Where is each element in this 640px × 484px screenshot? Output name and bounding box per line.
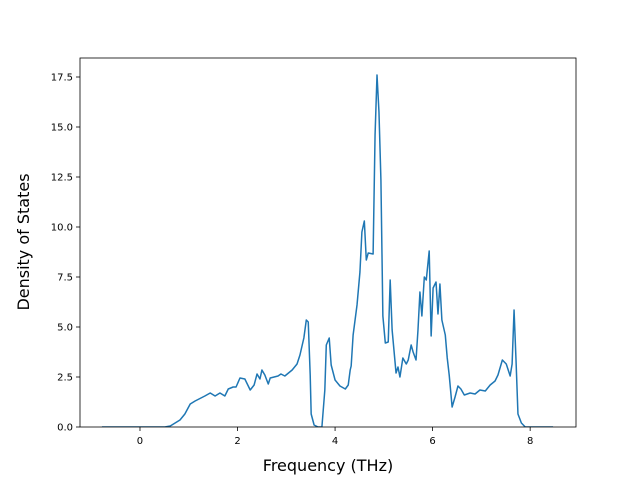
y-tick-label: 0.0 — [57, 423, 73, 434]
y-tick-label: 2.5 — [57, 373, 73, 384]
y-tick-label: 10.0 — [51, 223, 73, 234]
y-tick-label: 7.5 — [57, 273, 73, 284]
x-tick-label: 6 — [429, 436, 435, 447]
y-tick-label: 15.0 — [51, 123, 73, 134]
y-tick-label: 5.0 — [57, 323, 73, 334]
x-axis-label: Frequency (THz) — [263, 456, 393, 475]
dos-line — [101, 74, 554, 427]
x-tick-label: 0 — [137, 436, 143, 447]
y-tick-label: 12.5 — [51, 173, 73, 184]
plot-frame — [79, 57, 577, 428]
x-tick-label: 8 — [527, 436, 533, 447]
x-tick-label: 2 — [234, 436, 240, 447]
y-axis-label: Density of States — [14, 173, 33, 310]
x-tick-label: 4 — [332, 436, 338, 447]
y-tick-label: 17.5 — [51, 73, 73, 84]
